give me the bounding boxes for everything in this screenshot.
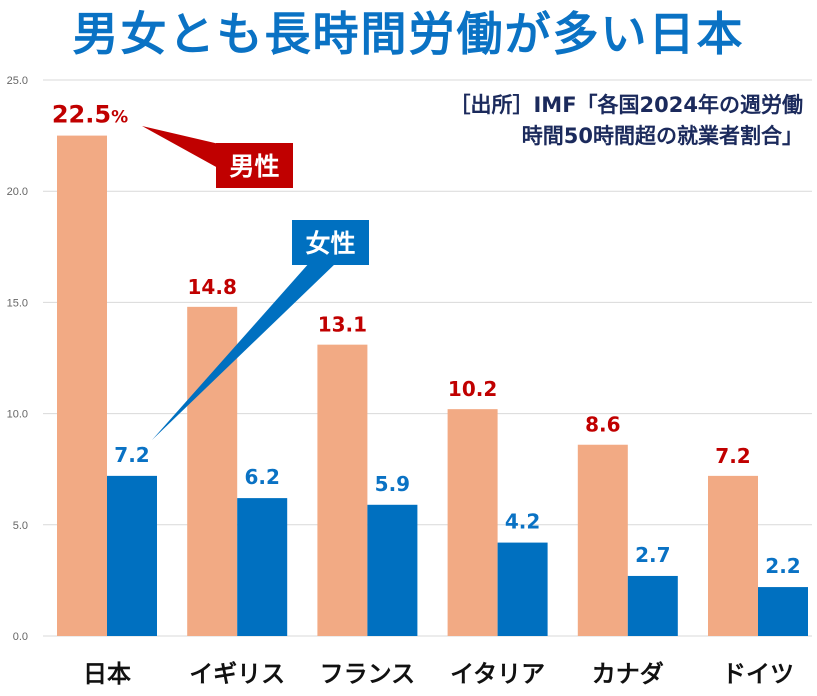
x-category-label: ドイツ — [722, 660, 794, 688]
male-callout-box — [216, 143, 293, 188]
y-tick-label: 25.0 — [7, 75, 28, 87]
male-callout-label: 男性 — [229, 152, 279, 181]
source-line-2: 時間50時間超の就業者割合」 — [521, 124, 803, 148]
bars — [57, 135, 808, 636]
bar-female — [237, 498, 288, 636]
bar-female — [627, 575, 678, 636]
data-label-female: 5.9 — [375, 472, 410, 496]
female-callout-box — [292, 220, 369, 265]
data-label-female: 4.2 — [505, 510, 540, 534]
bar-female — [497, 542, 548, 636]
bar-female — [367, 504, 418, 636]
source-line-1: ［出所］IMF「各国2024年の週労働 — [449, 93, 803, 117]
y-tick-label: 15.0 — [7, 297, 28, 309]
x-category-label: イギリス — [189, 660, 285, 688]
bar-male — [447, 409, 498, 636]
male-callout-pointer — [142, 126, 232, 168]
bar-male — [317, 344, 368, 636]
data-label-female: 6.2 — [244, 465, 279, 489]
data-labels: 22.5% 7.2 14.8 6.2 13.1 5.9 10.2 4.2 8.6 2.7 7.2 2.… — [52, 101, 801, 578]
percent-suffix: % — [111, 108, 128, 128]
data-label-female: 7.2 — [114, 443, 149, 467]
bar-female — [107, 475, 157, 636]
data-label-value: 22.5 — [52, 101, 111, 129]
x-category-label: 日本 — [83, 660, 131, 688]
y-tick-label: 20.0 — [7, 186, 28, 198]
data-label-male: 7.2 — [715, 444, 750, 468]
data-label-male: 14.8 — [188, 275, 237, 299]
x-axis-categories: 日本 イギリス フランス イタリア カナダ ドイツ — [83, 660, 794, 688]
data-label-female: 2.2 — [765, 554, 800, 578]
female-callout-label: 女性 — [305, 229, 355, 258]
bar-male — [57, 135, 107, 636]
data-label-male: 8.6 — [585, 413, 620, 437]
data-label-male: 10.2 — [448, 377, 497, 401]
chart-title: 男女とも長時間労働が多い日本 — [72, 7, 745, 61]
data-label-male: 13.1 — [318, 313, 367, 337]
gridlines — [43, 79, 812, 637]
y-axis-ticks: 0.0 5.0 10.0 15.0 20.0 25.0 — [7, 75, 28, 643]
x-category-label: イタリア — [450, 660, 545, 688]
y-tick-label: 5.0 — [13, 520, 28, 532]
source-note: ［出所］IMF「各国2024年の週労働 時間50時間超の就業者割合」 — [449, 90, 803, 152]
y-tick-label: 0.0 — [13, 631, 28, 643]
x-category-label: カナダ — [592, 660, 664, 688]
female-callout-pointer — [152, 262, 337, 440]
bar-male — [577, 444, 628, 636]
data-label-female: 2.7 — [635, 543, 670, 567]
x-category-label: フランス — [320, 660, 416, 688]
data-label-male: 22.5% — [52, 101, 128, 129]
bar-female — [758, 587, 808, 636]
bar-male — [708, 475, 758, 636]
y-tick-label: 10.0 — [7, 409, 28, 421]
